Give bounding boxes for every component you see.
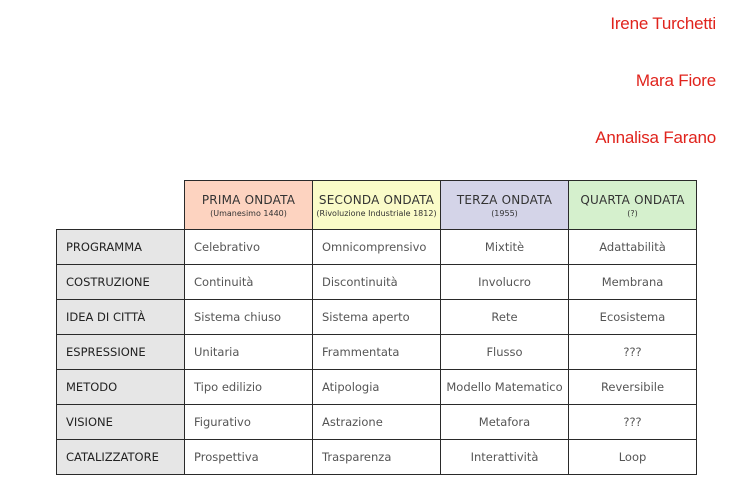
row-header: COSTRUZIONE bbox=[56, 264, 185, 300]
table-row: METODO Tipo edilizio Atipologia Modello Mat… bbox=[56, 369, 697, 405]
column-title: TERZA ONDATA bbox=[456, 192, 553, 207]
table-row: CATALIZZATORE Prospettiva Trasparenza Inter… bbox=[56, 439, 697, 475]
table-cell: Omnicomprensivo bbox=[312, 229, 441, 265]
column-header: SECONDA ONDATA (Rivoluzione Industriale 1… bbox=[312, 180, 441, 230]
table-row: IDEA DI CITTÀ Sistema chiuso Sistema apert… bbox=[56, 299, 697, 335]
table-cell: Frammentata bbox=[312, 334, 441, 370]
row-header: IDEA DI CITTÀ bbox=[56, 299, 185, 335]
table-cell: Rete bbox=[440, 299, 569, 335]
table-cell: Astrazione bbox=[312, 404, 441, 440]
author-name: Irene Turchetti bbox=[610, 14, 716, 33]
table-cell: Membrana bbox=[568, 264, 697, 300]
row-header: PROGRAMMA bbox=[56, 229, 185, 265]
table-cell: Involucro bbox=[440, 264, 569, 300]
table-cell: Trasparenza bbox=[312, 439, 441, 475]
waves-table: PRIMA ONDATA (Umanesimo 1440) SECONDA OND… bbox=[56, 180, 697, 475]
table-cell: Sistema chiuso bbox=[184, 299, 313, 335]
author-name: Annalisa Farano bbox=[595, 128, 716, 147]
author-name: Mara Fiore bbox=[635, 71, 716, 90]
column-header: TERZA ONDATA (1955) bbox=[440, 180, 569, 230]
column-header: PRIMA ONDATA (Umanesimo 1440) bbox=[184, 180, 313, 230]
table-cell: Flusso bbox=[440, 334, 569, 370]
table-cell: Unitaria bbox=[184, 334, 313, 370]
table-cell: Mixtitè bbox=[440, 229, 569, 265]
column-subtitle: (Umanesimo 1440) bbox=[210, 208, 287, 218]
table-cell: Metafora bbox=[440, 404, 569, 440]
table-cell: Reversibile bbox=[568, 369, 697, 405]
table-row: PROGRAMMA Celebrativo Omnicomprensivo Mixti… bbox=[56, 229, 697, 265]
row-header: ESPRESSIONE bbox=[56, 334, 185, 370]
column-subtitle: (?) bbox=[627, 208, 638, 218]
column-title: SECONDA ONDATA bbox=[318, 192, 435, 207]
row-header: CATALIZZATORE bbox=[56, 439, 185, 475]
table-cell: Modello Matematico bbox=[440, 369, 569, 405]
row-header: VISIONE bbox=[56, 404, 185, 440]
column-subtitle: (1955) bbox=[491, 208, 518, 218]
table-cell: Continuità bbox=[184, 264, 313, 300]
table-cell: ??? bbox=[568, 334, 697, 370]
table-row: VISIONE Figurativo Astrazione Metafora??? bbox=[56, 404, 697, 440]
empty-corner-cell bbox=[56, 180, 185, 230]
table-cell: Sistema aperto bbox=[312, 299, 441, 335]
table-cell: ??? bbox=[568, 404, 697, 440]
table-cell: Loop bbox=[568, 439, 697, 475]
table-cell: Tipo edilizio bbox=[184, 369, 313, 405]
column-title: PRIMA ONDATA bbox=[201, 192, 296, 207]
table-row: ESPRESSIONE Unitaria Frammentata Flusso??? bbox=[56, 334, 697, 370]
table-header-row: PRIMA ONDATA (Umanesimo 1440) SECONDA OND… bbox=[56, 180, 697, 230]
column-header: QUARTA ONDATA (?) bbox=[568, 180, 697, 230]
table-cell: Discontinuità bbox=[312, 264, 441, 300]
table-cell: Interattività bbox=[440, 439, 569, 475]
table-cell: Atipologia bbox=[312, 369, 441, 405]
row-header: METODO bbox=[56, 369, 185, 405]
column-subtitle: (Rivoluzione Industriale 1812) bbox=[316, 208, 437, 218]
table-cell: Prospettiva bbox=[184, 439, 313, 475]
column-title: QUARTA ONDATA bbox=[580, 192, 685, 207]
table-row: COSTRUZIONE Continuità Discontinuità Involu… bbox=[56, 264, 697, 300]
table-cell: Adattabilità bbox=[568, 229, 697, 265]
table-cell: Figurativo bbox=[184, 404, 313, 440]
table-cell: Celebrativo bbox=[184, 229, 313, 265]
table-cell: Ecosistema bbox=[568, 299, 697, 335]
